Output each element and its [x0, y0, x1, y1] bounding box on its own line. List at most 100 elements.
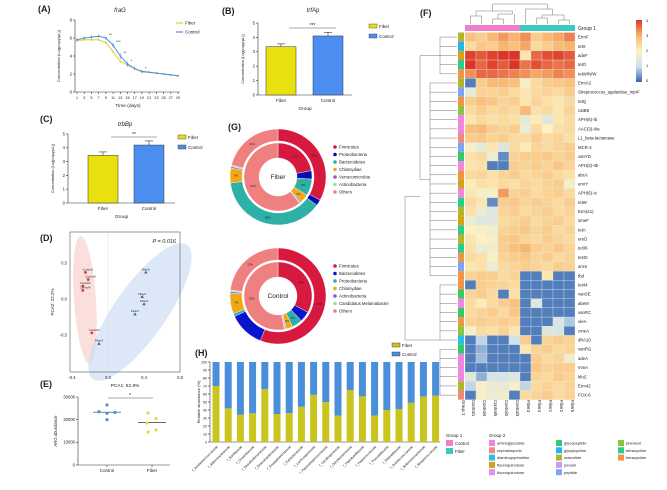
- heatmap-cell: [497, 50, 510, 61]
- heatmap-cell: [486, 372, 499, 382]
- heatmap-cell: [508, 335, 521, 345]
- heatmap-cell: [486, 225, 499, 235]
- y-tick-label: 10000: [63, 440, 75, 445]
- heatmap-cell: [508, 188, 521, 198]
- heatmap-cell: [497, 390, 510, 400]
- point-label: Control3: [89, 328, 100, 332]
- bar-control: [312, 35, 344, 96]
- heatmap-cell: [475, 188, 488, 198]
- panel-label-d: (D): [40, 233, 53, 243]
- row-label: tetW/N/W: [578, 71, 597, 76]
- series-line-fiber: [76, 39, 179, 77]
- heatmap-cell: [541, 261, 554, 272]
- legend-label: fluoroquinolone: [497, 463, 525, 468]
- row-label: mmA: [578, 365, 588, 370]
- heatmap-cell: [464, 335, 477, 345]
- heatmap-cell: [552, 188, 565, 198]
- heatmap-cell: [464, 362, 477, 373]
- heatmap-cell: [552, 59, 565, 70]
- bar-fiber: [297, 406, 305, 442]
- row-label: adeA: [578, 356, 588, 361]
- heatmap-cell: [475, 252, 488, 263]
- heatmap-cell: [486, 179, 499, 189]
- heatmap-cell: [497, 206, 510, 217]
- heatmap-cell: [519, 298, 532, 309]
- heatmap-cell: [486, 69, 499, 79]
- heatmap-cell: [519, 59, 532, 70]
- y-tick-label: 2: [253, 64, 256, 69]
- significance-marker: *: [129, 393, 131, 399]
- legend-swatch: [556, 440, 562, 446]
- heatmap-cell: [475, 96, 488, 107]
- legend-label: tetracycline: [626, 448, 647, 453]
- heatmap-cell: [519, 188, 532, 198]
- fiber-point: [142, 302, 146, 306]
- heatmap-cell: [508, 133, 521, 143]
- heatmap-cell: [530, 160, 543, 171]
- heatmap-cell: [530, 344, 543, 354]
- legend-label: Control: [188, 145, 203, 150]
- row-label: vanRC: [578, 310, 591, 315]
- x-tick-label: 9: [105, 96, 107, 100]
- heatmap-cell: [530, 280, 543, 290]
- point-label: Fiber3: [95, 339, 103, 343]
- group2-annotation-cell: [458, 87, 464, 97]
- heatmap-cell: [519, 151, 532, 162]
- legend-label: Chlamydiae: [339, 167, 362, 172]
- heatmap-cell: [464, 78, 477, 88]
- heatmap-cell: [508, 179, 521, 189]
- column-dendrogram: [470, 10, 515, 24]
- row-label: abeM: [578, 301, 589, 306]
- heatmap-cell: [464, 271, 477, 281]
- heatmap-cell: [552, 87, 565, 97]
- heatmap-cell: [530, 307, 543, 318]
- data-point: [119, 60, 122, 63]
- legend-label: Verrucomicrobia: [339, 175, 371, 180]
- legend-label: Control: [379, 34, 394, 39]
- colorbar: [636, 20, 642, 82]
- x-tick-label: 19: [140, 96, 144, 100]
- significance-marker: ***: [310, 23, 316, 29]
- heatmap-cell: [464, 105, 477, 116]
- x-tick-label: Fiber: [276, 98, 287, 103]
- heatmap-cell: [563, 335, 576, 345]
- heatmap-cell: [530, 206, 543, 217]
- heatmap-cell: [519, 206, 532, 217]
- row-label: smeF: [578, 218, 589, 223]
- heatmap-cell: [552, 326, 565, 336]
- bar-control: [212, 362, 220, 386]
- y-axis-label: Concentration (Log(copy/μL)): [241, 34, 245, 84]
- bar-control: [407, 362, 415, 403]
- heatmap-cell: [464, 133, 477, 143]
- heatmap-cell: [486, 362, 499, 373]
- heatmap-cell: [563, 41, 576, 52]
- row-label: tet36: [578, 246, 588, 251]
- heatmap-cell: [508, 160, 521, 171]
- x-tick-label: Control: [100, 468, 115, 473]
- y-tick-label: 1: [253, 78, 256, 83]
- significance-marker: **: [123, 50, 127, 55]
- heatmap-cell: [541, 206, 554, 217]
- heatmap-cell: [475, 243, 488, 253]
- colorbar-tick-label: 2: [646, 48, 649, 53]
- heatmap-cell: [563, 142, 576, 152]
- heatmap-cell: [541, 87, 554, 97]
- x-tick-label: 17: [133, 96, 137, 100]
- group2-annotation-cell: [458, 206, 464, 217]
- heatmap-cell: [464, 114, 477, 125]
- row-label: APH(6)-Ib: [578, 117, 598, 122]
- heatmap-cell: [541, 289, 554, 299]
- heatmap-cell: [475, 289, 488, 299]
- y-tick-label: 5: [63, 131, 66, 136]
- legend-swatch: [556, 461, 562, 468]
- segment-percent-label: 4%: [302, 173, 307, 177]
- heatmap-cell: [563, 261, 576, 272]
- heatmap-cell: [563, 96, 576, 107]
- bar-control: [346, 362, 354, 390]
- legend-marker: [333, 279, 337, 283]
- heatmap-cell: [508, 316, 521, 327]
- panel-label-g: (G): [228, 122, 241, 132]
- heatmap-cell: [563, 316, 576, 327]
- heatmap-cell: [563, 225, 576, 235]
